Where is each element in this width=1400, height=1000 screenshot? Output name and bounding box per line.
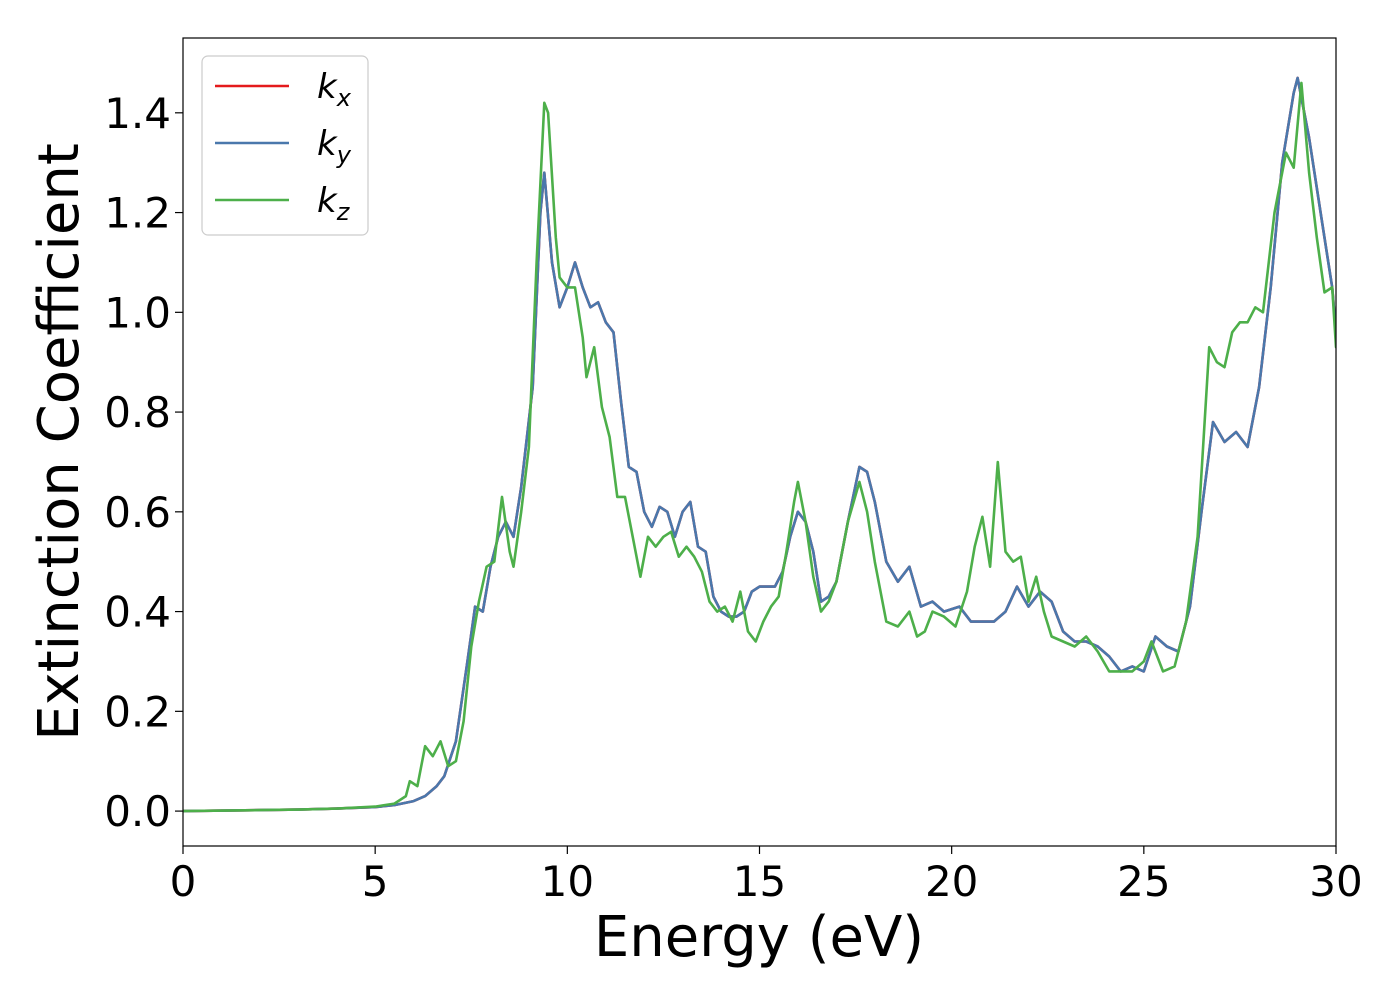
legend-label-kx: kx [317, 67, 352, 112]
y-tick-label: 1.4 [104, 89, 171, 138]
legend-label-subscript: y [336, 141, 352, 169]
x-tick-label: 30 [1309, 857, 1362, 906]
legend-label-base: k [317, 181, 338, 221]
legend-label-subscript: x [336, 84, 352, 112]
y-tick-label: 0.0 [104, 787, 171, 836]
y-tick-label: 1.0 [104, 288, 171, 337]
x-axis-label: Energy (eV) [594, 905, 924, 970]
y-tick-label: 1.2 [104, 189, 171, 238]
x-tick-label: 15 [733, 857, 786, 906]
y-tick-label: 0.6 [104, 488, 171, 537]
x-tick-label: 10 [541, 857, 594, 906]
series-line-kz [183, 81, 1336, 813]
legend-label-subscript: z [336, 198, 351, 226]
legend-box [201, 55, 369, 236]
y-tick-label: 0.4 [104, 588, 171, 637]
legend-label-base: k [317, 67, 338, 107]
x-tick-label: 20 [925, 857, 978, 906]
x-tick-label: 5 [362, 857, 389, 906]
y-tick-label: 0.8 [104, 388, 171, 437]
legend-label-kz: kz [317, 181, 351, 226]
x-tick-label: 25 [1117, 857, 1170, 906]
x-axis: 0 5 10 15 20 25 30 [170, 846, 1363, 906]
x-tick-label: 0 [170, 857, 197, 906]
legend-label-ky: ky [317, 124, 352, 169]
series-layer [183, 76, 1336, 813]
legend-label-base: k [317, 124, 338, 164]
y-tick-label: 0.2 [104, 687, 171, 736]
y-axis-label: Extinction Coefficient [27, 143, 92, 741]
y-axis: 0.0 0.2 0.4 0.6 0.8 1.0 1.2 1.4 [104, 89, 183, 836]
